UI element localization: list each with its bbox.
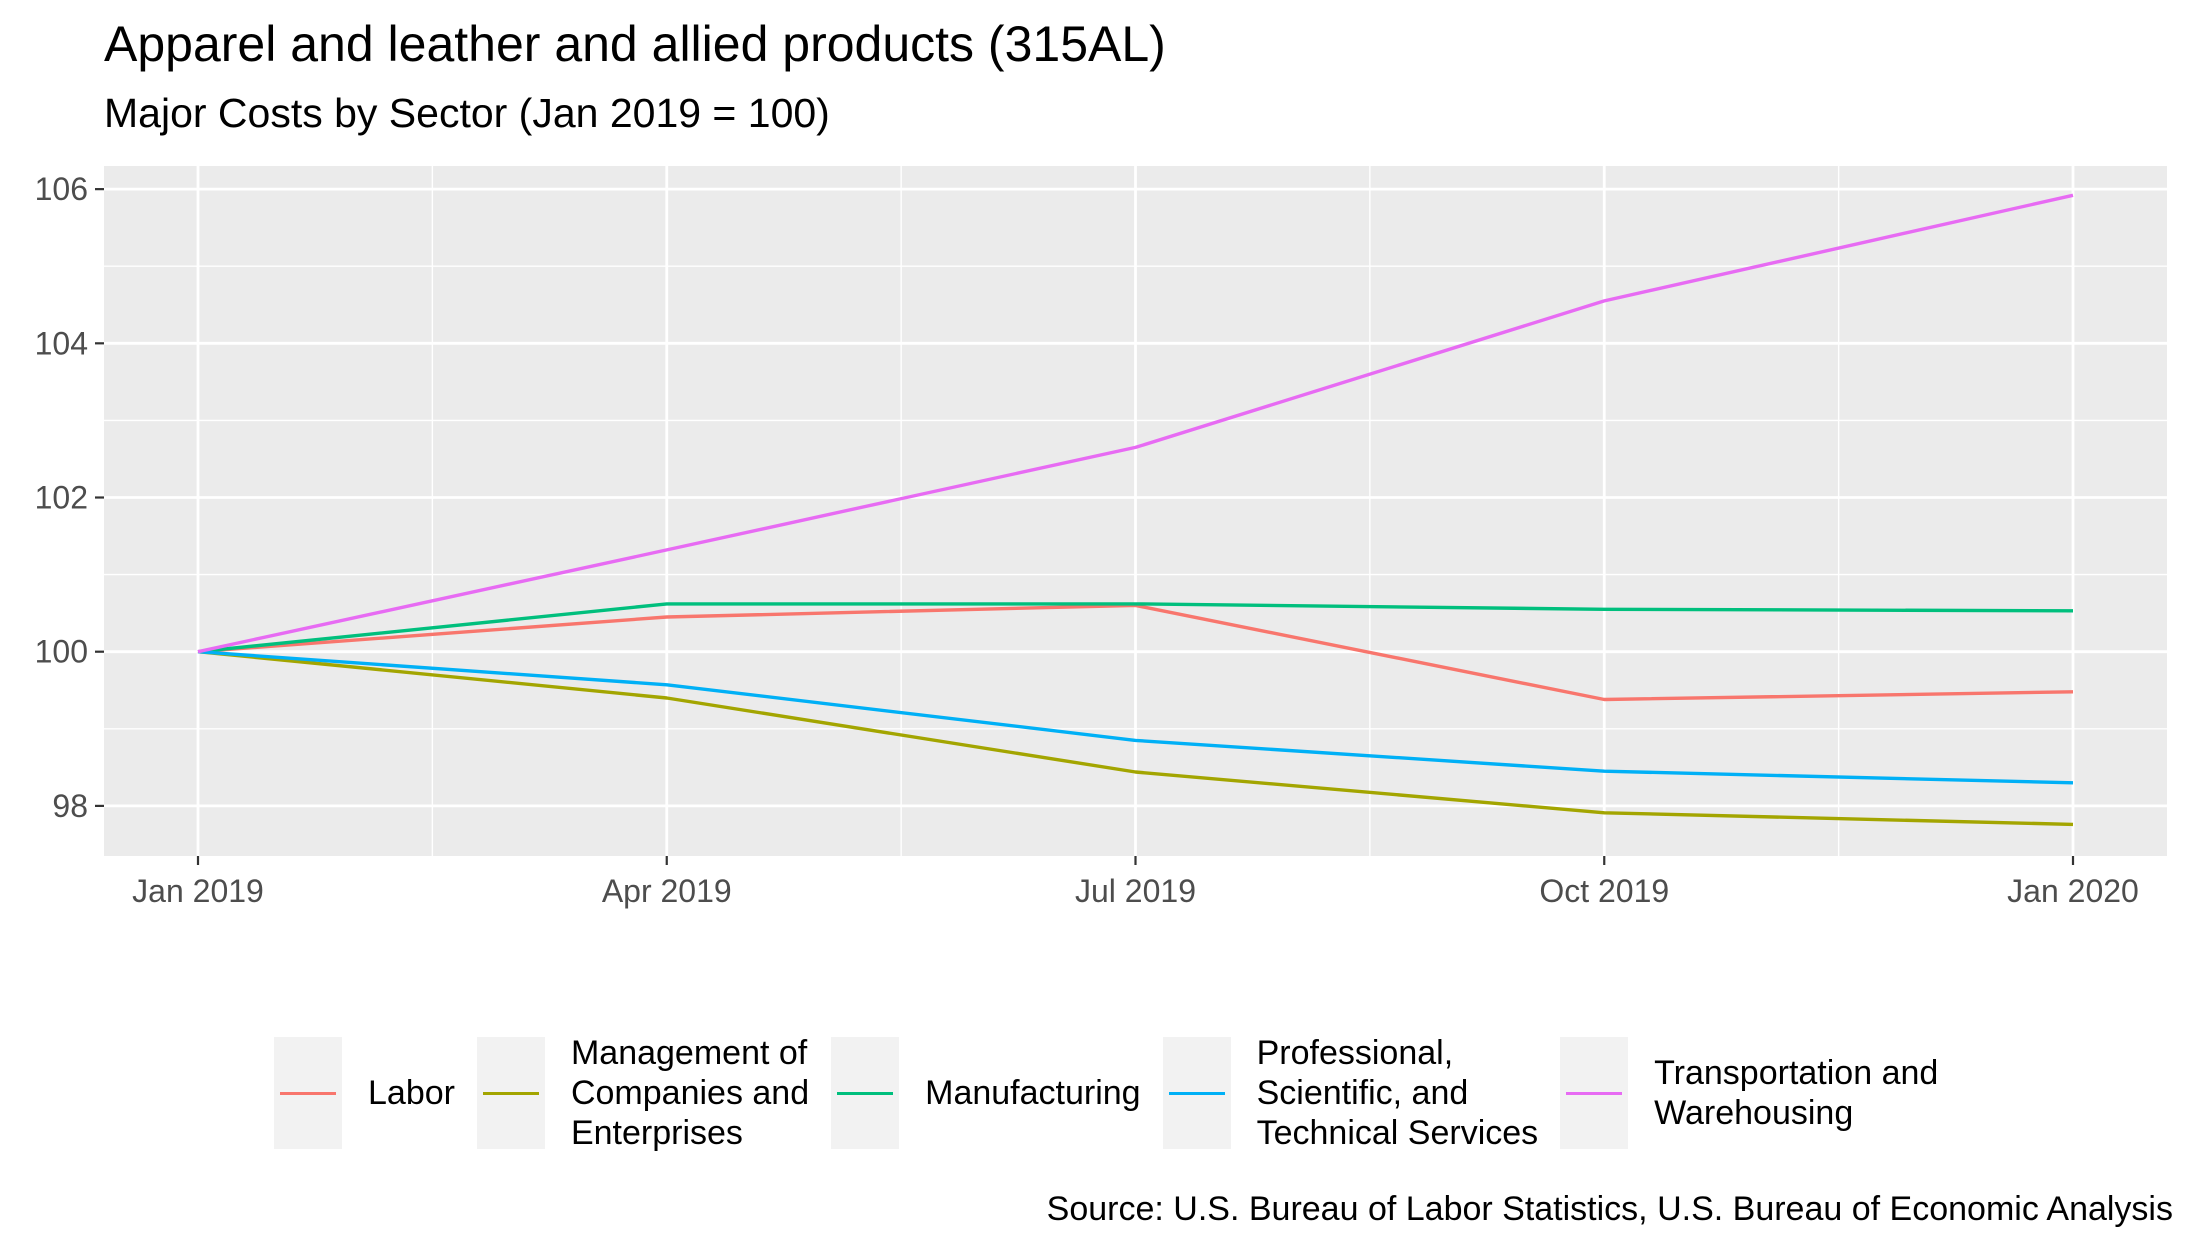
source-caption: Source: U.S. Bureau of Labor Statistics,…: [1046, 1190, 2173, 1228]
y-tick-label: 106: [35, 171, 88, 207]
legend-label-manufacturing: Manufacturing: [925, 1074, 1141, 1112]
line-chart: 98 100 102 104 106 Jan 2019 Apr 2019 Jul 2019 O…: [35, 166, 2167, 909]
series-line-transportation-and-warehousing: [197, 193, 2074, 654]
legend-key-management: [476, 1037, 545, 1149]
y-tick-label: 98: [52, 788, 88, 824]
legend: Labor Management of Companies and Enterp…: [274, 1033, 1960, 1153]
legend-label-labor: Labor: [368, 1074, 455, 1112]
legend-item-management: Management of Companies and Enterprises: [476, 1033, 810, 1153]
legend-key-labor: [274, 1037, 342, 1149]
series-line-management-of-companies-and-enterprises: [197, 650, 2074, 827]
y-tick-label: 104: [35, 325, 88, 361]
x-tick-label: Apr 2019: [602, 873, 732, 909]
legend-item-labor: Labor: [274, 1037, 455, 1149]
legend-item-professional: Professional, Scientific, and Technical …: [1162, 1033, 1539, 1153]
y-tick-label: 100: [35, 634, 88, 670]
x-tick-label: Jan 2020: [2007, 873, 2139, 909]
legend-label-management: Management of Companies and Enterprises: [570, 1034, 810, 1152]
x-tick-label: Jul 2019: [1075, 873, 1196, 909]
x-tick-label: Jan 2019: [132, 873, 264, 909]
legend-key-manufacturing: [831, 1037, 900, 1149]
series-lines: [197, 193, 2074, 827]
chart-subtitle: Major Costs by Sector (Jan 2019 = 100): [104, 90, 830, 136]
y-axis: 98 100 102 104 106: [35, 171, 104, 824]
series-line-professional-scientific-and-technical-services: [197, 650, 2074, 785]
chart-title: Apparel and leather and allied products …: [104, 16, 1166, 72]
legend-item-transportation: Transportation and Warehousing: [1560, 1037, 1938, 1149]
series-line-manufacturing: [197, 602, 2074, 654]
legend-key-professional: [1162, 1037, 1231, 1149]
major-gridlines: [104, 166, 2167, 856]
legend-key-transportation: [1560, 1037, 1629, 1149]
legend-label-professional: Professional, Scientific, and Technical …: [1256, 1034, 1539, 1152]
legend-item-manufacturing: Manufacturing: [831, 1037, 1141, 1149]
x-axis: Jan 2019 Apr 2019 Jul 2019 Oct 2019 Jan 2020: [132, 856, 2139, 909]
y-tick-label: 102: [35, 480, 88, 516]
x-tick-label: Oct 2019: [1539, 873, 1669, 909]
legend-label-transportation: Transportation and Warehousing: [1654, 1054, 1939, 1132]
